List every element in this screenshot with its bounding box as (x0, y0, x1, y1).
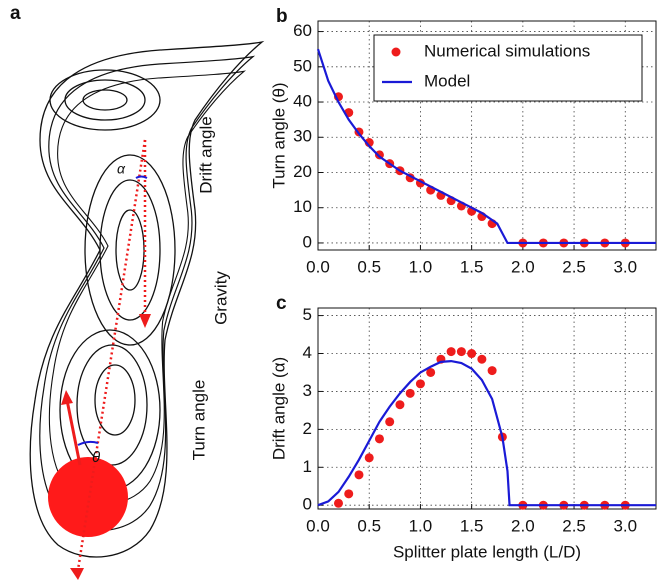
contour (29, 40, 265, 558)
contour (49, 69, 161, 131)
x-tick-label: 1.0 (409, 257, 433, 276)
y-tick-label: 2 (303, 419, 312, 438)
plot-frame (317, 307, 657, 510)
y-tick-label: 1 (303, 457, 312, 476)
x-axis-label: Splitter plate length (L/D) (393, 542, 581, 561)
data-point (364, 453, 374, 463)
data-point (467, 349, 477, 359)
panel-label: b (276, 6, 288, 27)
contour (64, 79, 146, 121)
data-point (333, 498, 343, 508)
y-tick-label: 0 (303, 232, 312, 251)
contour (99, 179, 161, 321)
x-tick-label: 2.5 (562, 516, 586, 535)
legend-label: Model (424, 71, 470, 90)
panel-label: c (276, 293, 287, 314)
contour (48, 70, 247, 505)
drift-arc (135, 175, 148, 179)
contour (76, 344, 148, 466)
model-line (316, 48, 656, 245)
x-tick-label: 1.5 (460, 516, 484, 535)
legend-box (373, 34, 643, 102)
drift-angle-label: Drift angle (196, 116, 215, 193)
data-point (385, 417, 395, 427)
x-tick-label: 3.0 (613, 257, 637, 276)
theta-label: θ (92, 449, 100, 466)
y-tick-label: 20 (293, 162, 312, 181)
x-tick-label: 3.0 (613, 516, 637, 535)
gravity-label: Gravity (211, 271, 230, 325)
data-point (405, 388, 415, 398)
x-tick-label: 2.0 (511, 257, 535, 276)
data-point (446, 347, 456, 357)
data-point (374, 434, 384, 444)
y-tick-label: 10 (293, 197, 312, 216)
contour (82, 89, 128, 111)
data-point (354, 470, 364, 480)
y-tick-label: 60 (293, 21, 312, 40)
x-tick-label: 2.0 (511, 516, 535, 535)
legend-swatch (391, 47, 401, 57)
y-tick-label: 50 (293, 56, 312, 75)
contour (115, 209, 145, 291)
arrowhead (70, 568, 84, 580)
data-point (456, 347, 466, 357)
turn-arc (77, 440, 99, 446)
plot-frame (317, 20, 657, 251)
model-line (317, 359, 656, 507)
alpha-label: α (117, 161, 126, 177)
y-tick-label: 40 (293, 92, 312, 111)
data-point (426, 367, 436, 377)
data-point (477, 354, 487, 364)
contour (39, 55, 256, 531)
x-tick-label: 1.5 (460, 257, 484, 276)
y-axis-label: Turn angle (θ) (269, 82, 288, 188)
y-tick-label: 0 (303, 495, 312, 514)
arrowhead (139, 314, 151, 328)
y-tick-label: 5 (303, 305, 312, 324)
turn-angle-label: Turn angle (189, 380, 208, 461)
x-tick-label: 0.0 (306, 257, 330, 276)
panel-label: a (10, 3, 21, 24)
arrowhead (61, 390, 73, 405)
y-tick-label: 4 (303, 343, 312, 362)
x-tick-label: 0.0 (306, 516, 330, 535)
data-point (395, 400, 405, 410)
x-tick-label: 0.5 (357, 257, 381, 276)
y-tick-label: 30 (293, 127, 312, 146)
contour (94, 364, 136, 436)
legend-label: Numerical simulations (424, 41, 590, 60)
y-tick-label: 3 (303, 381, 312, 400)
data-point (344, 489, 354, 499)
turn-vector (65, 399, 82, 466)
cylinder (48, 457, 128, 537)
data-point (487, 366, 497, 376)
x-tick-label: 2.5 (562, 257, 586, 276)
panel-a-diagram: a α Drift angle Gravity Turn angle θ (10, 3, 265, 580)
contour (84, 154, 176, 346)
y-axis-label: Drift angle (α) (269, 357, 288, 460)
data-point (415, 379, 425, 389)
x-tick-label: 1.0 (409, 516, 433, 535)
x-tick-label: 0.5 (357, 516, 381, 535)
